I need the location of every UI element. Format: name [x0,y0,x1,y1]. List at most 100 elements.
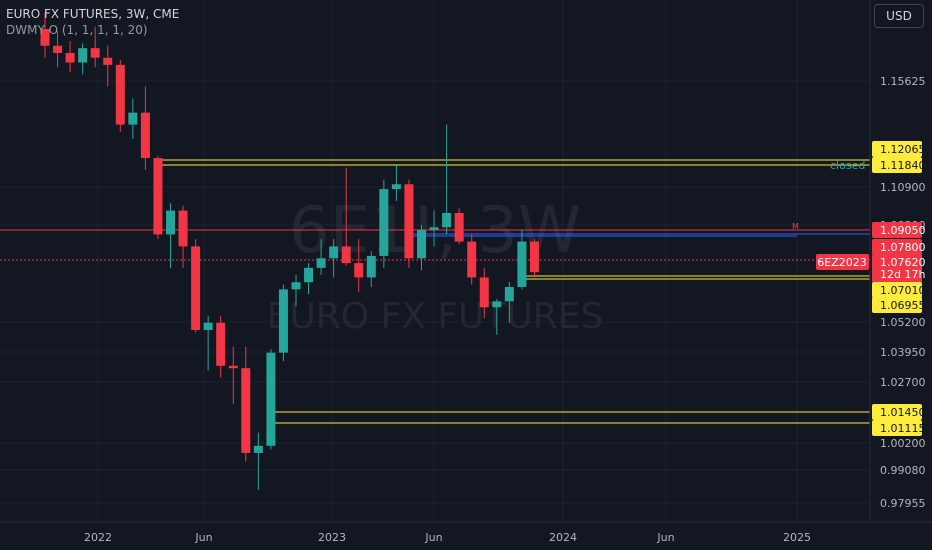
price-badge: 1.07620 [872,254,926,270]
candle-body [404,184,414,259]
price-badge-text: 1.07010 [880,284,926,297]
candle[interactable] [203,315,213,371]
m-marker: M [792,222,799,231]
candle[interactable] [103,45,113,87]
candle[interactable] [316,239,326,276]
price-badge: 1.07800 [872,239,926,255]
price-badge-text: 1.12065 [880,143,926,156]
candle[interactable] [404,179,414,268]
candle[interactable] [78,43,88,75]
candle[interactable] [479,267,489,319]
time-tick-label: 2023 [318,531,346,544]
candle-body [191,246,201,330]
price-badge-bg [872,297,922,313]
candle[interactable] [517,229,527,290]
candle-body [178,210,188,247]
candle[interactable] [53,31,63,68]
symbol-title[interactable]: EURO FX FUTURES, 3W, CME [6,7,180,21]
candle[interactable] [266,349,276,450]
candle-body [304,267,314,283]
candle[interactable] [178,205,188,268]
price-tick-label: 0.97955 [880,497,926,510]
candle[interactable] [140,86,150,170]
candle[interactable] [442,124,452,235]
candle-body [203,322,213,330]
candle[interactable] [391,165,401,202]
price-badge-text: 1.09050 [880,224,926,237]
candle-body [278,289,288,353]
time-tick-label: 2024 [549,531,577,544]
candle[interactable] [115,60,125,132]
price-badge-bg [872,404,922,420]
price-tick-label: 0.99080 [880,464,926,477]
candle-body [53,45,63,53]
candle-body [266,352,276,446]
candle-body [228,365,238,369]
candle[interactable] [341,167,351,266]
price-badge: 1.06955 [872,297,926,313]
candle-body [341,246,351,264]
candle[interactable] [354,239,364,292]
candle-body [492,301,502,308]
candle[interactable] [253,432,263,490]
candle-body [291,282,301,290]
price-badge-bg [872,420,922,436]
price-badge-text: 1.01115 [880,422,926,435]
time-tick-label: Jun [194,531,212,544]
candle-body [253,445,263,453]
candle-body [454,212,464,242]
candle-body [429,227,439,230]
candle-body [140,112,150,159]
candle[interactable] [529,239,539,278]
chart-legend: EURO FX FUTURES, 3W, CME DWMY O (1, 1, 1… [6,6,179,38]
candle[interactable] [241,346,251,462]
candle-body [216,322,226,366]
candle[interactable] [278,284,288,362]
candle[interactable] [379,179,389,268]
price-badge-bg [872,254,922,270]
level-lines [0,159,870,424]
candle-body [103,57,113,65]
price-badge-text: 1.01450 [880,406,926,419]
price-badge: 1.01450 [872,404,926,420]
candle[interactable] [40,12,50,58]
candle-body [417,229,426,259]
price-badge: 1.12065 [872,141,926,157]
candle-body [329,246,339,259]
candle-body [65,52,75,63]
candle-body [354,263,364,278]
candle[interactable] [216,315,226,378]
candle-body [467,241,477,278]
indicator-label[interactable]: DWMY O (1, 1, 1, 1, 20) [6,23,148,37]
grid [0,0,870,522]
candle[interactable] [304,263,314,295]
candle[interactable] [65,40,75,73]
candle[interactable] [166,203,175,268]
price-badge: 1.11840 [872,157,926,173]
candle-body [115,64,125,125]
watermark-name: EURO FX FUTURES [267,296,604,337]
candle[interactable] [504,282,514,323]
candle[interactable] [291,275,301,307]
candle-body [379,189,389,256]
candle[interactable] [467,234,477,285]
candle[interactable] [492,298,502,335]
closed-label: closed [830,159,865,172]
candle-body [78,48,88,63]
candle[interactable] [329,239,339,278]
candle-body [153,158,163,235]
candle[interactable] [454,208,464,244]
candle[interactable] [228,346,238,405]
candle[interactable] [429,210,439,247]
candle[interactable] [90,26,100,68]
currency-button[interactable]: USD [874,4,924,28]
candle[interactable] [191,239,201,333]
price-badges: 1.12065 1.11840 1.09050 1.07800 1.07620 1.070… [816,141,926,436]
candle[interactable] [153,155,163,240]
candle[interactable] [128,98,138,139]
symbol-badge-bg [816,254,869,270]
candle[interactable] [366,251,376,287]
candle[interactable] [417,224,426,271]
